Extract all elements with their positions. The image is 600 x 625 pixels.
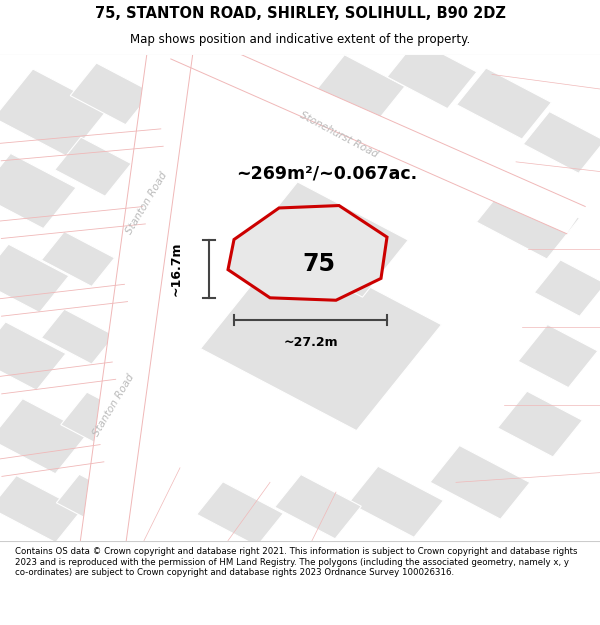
Polygon shape [430, 446, 530, 519]
Text: Stonehurst Road: Stonehurst Road [298, 110, 380, 160]
Polygon shape [79, 43, 194, 552]
Polygon shape [476, 181, 580, 259]
Text: Map shows position and indicative extent of the property.: Map shows position and indicative extent… [130, 33, 470, 46]
Polygon shape [0, 153, 76, 229]
Polygon shape [518, 324, 598, 388]
Polygon shape [252, 182, 408, 297]
Text: Stanton Road: Stanton Road [124, 170, 170, 236]
Polygon shape [171, 32, 585, 234]
Polygon shape [0, 69, 109, 158]
Polygon shape [200, 242, 442, 431]
Polygon shape [0, 322, 66, 390]
Polygon shape [41, 231, 115, 286]
Polygon shape [41, 309, 115, 364]
Text: 75, STANTON ROAD, SHIRLEY, SOLIHULL, B90 2DZ: 75, STANTON ROAD, SHIRLEY, SOLIHULL, B90… [95, 6, 505, 21]
Polygon shape [457, 68, 551, 139]
Polygon shape [275, 474, 361, 539]
Polygon shape [387, 40, 477, 109]
Polygon shape [56, 474, 130, 529]
Polygon shape [349, 466, 443, 538]
Text: Contains OS data © Crown copyright and database right 2021. This information is : Contains OS data © Crown copyright and d… [15, 548, 577, 577]
Polygon shape [197, 482, 283, 546]
Polygon shape [61, 392, 137, 451]
Text: 75: 75 [302, 253, 335, 276]
Polygon shape [534, 260, 600, 316]
Text: ~16.7m: ~16.7m [169, 241, 182, 296]
Polygon shape [0, 399, 88, 474]
Polygon shape [523, 112, 600, 173]
Polygon shape [228, 206, 387, 300]
Polygon shape [315, 55, 405, 123]
Text: Stanton Road: Stanton Road [91, 372, 137, 438]
Polygon shape [55, 137, 131, 196]
Text: ~269m²/~0.067ac.: ~269m²/~0.067ac. [236, 165, 418, 183]
Text: ~27.2m: ~27.2m [283, 336, 338, 349]
Polygon shape [497, 391, 583, 457]
Polygon shape [0, 244, 69, 312]
Polygon shape [70, 63, 152, 125]
Polygon shape [0, 476, 82, 542]
